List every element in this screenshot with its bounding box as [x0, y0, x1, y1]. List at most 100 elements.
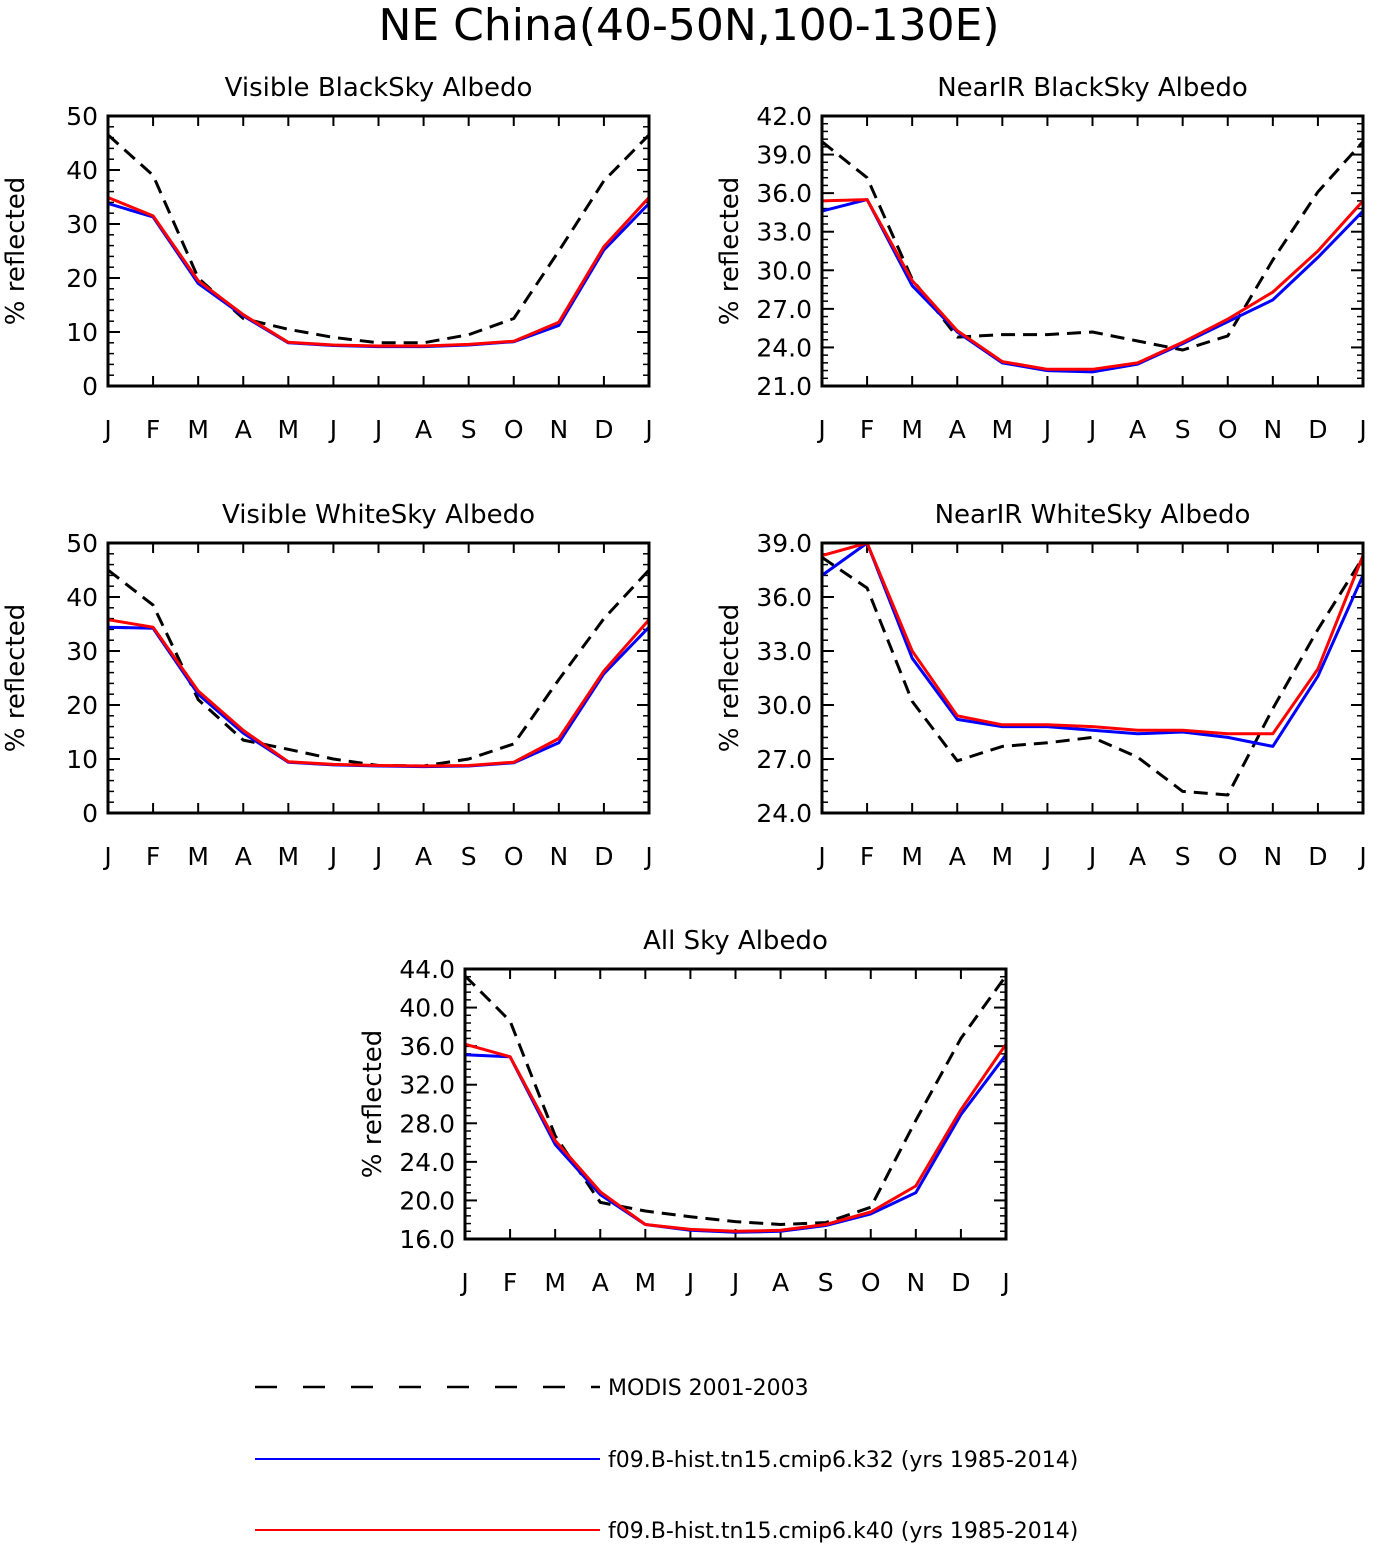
x-tick-label: A — [592, 1268, 609, 1297]
x-tick-label: M — [278, 842, 300, 871]
figure-title: NE China(40-50N,100-130E) — [378, 0, 999, 51]
x-tick-label: S — [1175, 415, 1191, 444]
x-tick-label: O — [504, 842, 524, 871]
y-tick-label: 27.0 — [756, 295, 812, 324]
y-tick-label: 39.0 — [756, 529, 812, 558]
y-tick-label: 39.0 — [756, 141, 812, 170]
y-tick-label: 20.0 — [399, 1186, 455, 1215]
plot-frame — [106, 541, 651, 815]
y-tick-label: 27.0 — [756, 745, 812, 774]
x-tick-label: J — [1357, 415, 1366, 444]
series-line-1 — [821, 140, 1365, 352]
series-line-2 — [821, 198, 1365, 374]
x-tick-label: J — [1087, 415, 1096, 444]
x-tick-label: F — [146, 842, 160, 871]
y-axis-label: % reflected — [1, 604, 31, 752]
y-tick-label: 21.0 — [756, 372, 812, 401]
y-tick-label: 33.0 — [756, 637, 812, 666]
x-tick-label: A — [1129, 415, 1146, 444]
plot-frame — [820, 114, 1365, 388]
y-tick-label: 20 — [66, 264, 98, 293]
x-tick-label: J — [1042, 842, 1051, 871]
y-tick-label: 33.0 — [756, 218, 812, 247]
x-tick-label: N — [549, 842, 568, 871]
x-tick-label: F — [146, 415, 160, 444]
plot-frame — [106, 114, 651, 388]
y-tick-label: 0 — [82, 372, 98, 401]
series-line-2 — [107, 202, 651, 349]
x-tick-label: J — [328, 415, 337, 444]
x-tick-label: M — [992, 842, 1014, 871]
series-line-2 — [107, 625, 651, 769]
y-tick-label: 36.0 — [399, 1032, 455, 1061]
x-tick-label: J — [102, 842, 111, 871]
x-tick-label: A — [235, 842, 252, 871]
x-tick-label: O — [504, 415, 524, 444]
x-tick-label: M — [278, 415, 300, 444]
x-tick-label: O — [1218, 415, 1238, 444]
x-tick-label: S — [1175, 842, 1191, 871]
y-tick-label: 32.0 — [399, 1071, 455, 1100]
y-tick-label: 24.0 — [756, 799, 812, 828]
x-tick-label: J — [643, 842, 652, 871]
y-tick-label: 40.0 — [399, 994, 455, 1023]
y-tick-label: 24.0 — [756, 333, 812, 362]
plot-frame — [463, 967, 1008, 1241]
series-line-1 — [821, 556, 1365, 797]
y-tick-label: 16.0 — [399, 1225, 455, 1254]
y-tick-label: 42.0 — [756, 102, 812, 131]
y-axis-label: % reflected — [1, 177, 31, 325]
series-line-2 — [821, 541, 1365, 748]
x-tick-label: J — [373, 415, 382, 444]
x-tick-label: F — [503, 1268, 517, 1297]
x-tick-label: O — [861, 1268, 881, 1297]
y-tick-label: 30.0 — [756, 256, 812, 285]
y-tick-label: 50 — [66, 102, 98, 131]
y-tick-label: 30 — [66, 210, 98, 239]
y-tick-label: 36.0 — [756, 583, 812, 612]
x-tick-label: J — [730, 1268, 739, 1297]
x-tick-label: A — [415, 842, 432, 871]
legend-label-2: f09.B-hist.tn15.cmip6.k32 (yrs 1985-2014… — [608, 1448, 1078, 1473]
panel-title: Visible BlackSky Albedo — [225, 73, 533, 103]
y-axis-label: % reflected — [715, 177, 745, 325]
y-tick-label: 50 — [66, 529, 98, 558]
x-tick-label: J — [1000, 1268, 1009, 1297]
y-tick-label: 24.0 — [399, 1148, 455, 1177]
panel-title: NearIR BlackSky Albedo — [937, 73, 1248, 103]
series-line-1 — [107, 568, 651, 768]
x-tick-label: N — [1263, 415, 1282, 444]
x-tick-label: D — [1308, 415, 1327, 444]
series-line-3 — [821, 198, 1365, 371]
x-tick-label: M — [635, 1268, 657, 1297]
x-tick-label: A — [772, 1268, 789, 1297]
series-line-3 — [107, 196, 651, 348]
y-tick-label: 30 — [66, 637, 98, 666]
x-tick-label: S — [461, 842, 477, 871]
panel-title: All Sky Albedo — [643, 926, 828, 956]
series-line-3 — [107, 618, 651, 768]
legend-label-3: f09.B-hist.tn15.cmip6.k40 (yrs 1985-2014… — [608, 1519, 1078, 1544]
x-tick-label: S — [461, 415, 477, 444]
x-tick-label: F — [860, 842, 874, 871]
x-tick-label: J — [816, 842, 825, 871]
x-tick-label: J — [1357, 842, 1366, 871]
x-tick-label: J — [643, 415, 652, 444]
x-tick-label: A — [949, 415, 966, 444]
x-tick-label: J — [816, 415, 825, 444]
series-line-3 — [821, 541, 1365, 736]
x-tick-label: M — [901, 415, 923, 444]
y-tick-label: 30.0 — [756, 691, 812, 720]
x-tick-label: D — [594, 415, 613, 444]
y-tick-label: 0 — [82, 799, 98, 828]
y-tick-label: 10 — [66, 745, 98, 774]
x-tick-label: M — [992, 415, 1014, 444]
x-tick-label: N — [1263, 842, 1282, 871]
x-tick-label: D — [594, 842, 613, 871]
